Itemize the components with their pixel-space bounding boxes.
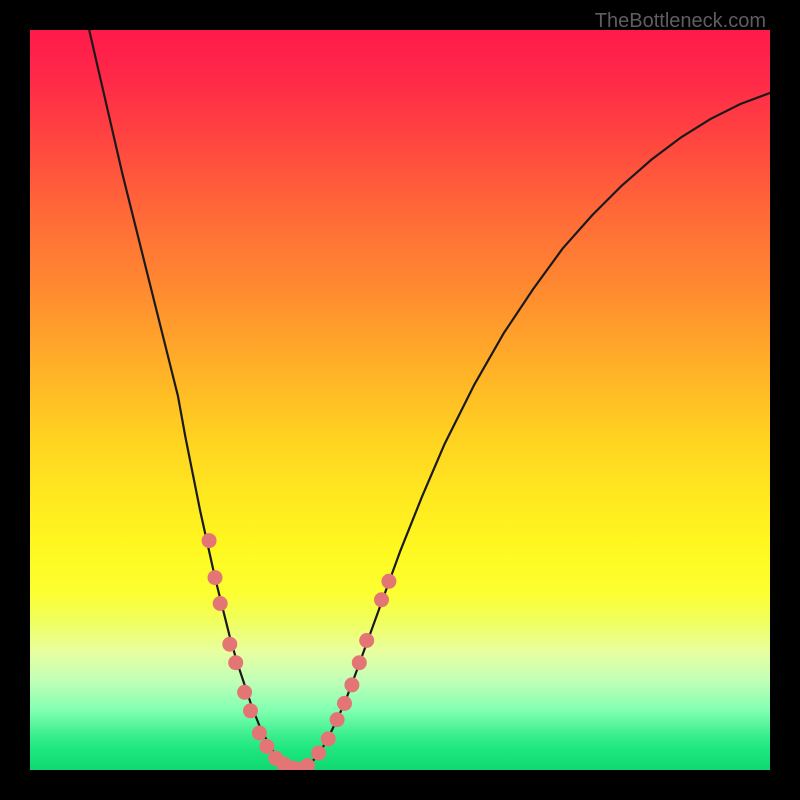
data-marker	[237, 685, 252, 700]
chart-area	[30, 30, 770, 770]
data-marker	[374, 592, 389, 607]
data-marker	[252, 726, 267, 741]
data-marker	[228, 655, 243, 670]
data-marker	[337, 696, 352, 711]
data-markers	[202, 533, 397, 770]
data-marker	[222, 637, 237, 652]
data-marker	[352, 655, 367, 670]
data-marker	[330, 712, 345, 727]
data-marker	[321, 731, 336, 746]
data-marker	[259, 739, 274, 754]
data-marker	[243, 703, 258, 718]
data-marker	[311, 745, 326, 760]
data-marker	[208, 570, 223, 585]
data-marker	[213, 596, 228, 611]
bottleneck-curve	[89, 30, 770, 769]
data-marker	[359, 633, 374, 648]
watermark-text: TheBottleneck.com	[595, 10, 766, 33]
data-marker	[202, 533, 217, 548]
chart-overlay	[30, 30, 770, 770]
data-marker	[344, 677, 359, 692]
data-marker	[381, 574, 396, 589]
